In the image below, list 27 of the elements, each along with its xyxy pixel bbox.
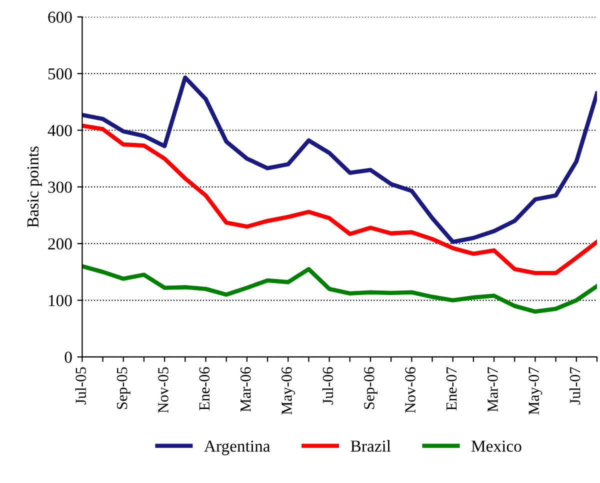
legend-label: Brazil [350, 440, 391, 452]
x-tick-label: Sep-05 [116, 367, 130, 409]
legend-label: Mexico [471, 440, 522, 452]
y-tick-label: 400 [48, 124, 72, 136]
x-tick-label: Mar-06 [240, 367, 251, 412]
x-tick-label: Nov-06 [405, 367, 416, 413]
x-tick-label: Sep-06 [364, 367, 378, 409]
y-axis-title: Basic points [27, 146, 42, 228]
line-series [82, 124, 597, 276]
y-tick-label: 0 [64, 352, 72, 363]
line-series [82, 75, 597, 244]
y-tick-label: 300 [48, 182, 72, 193]
x-tick-label: Mar-07 [488, 367, 498, 412]
legend-label: Argentina [204, 440, 270, 456]
x-tick-label: Jul-06 [322, 367, 334, 405]
x-tick-label: Jul-07 [569, 367, 580, 405]
x-tick-label: Jul-05 [75, 367, 86, 405]
y-tick-label: 500 [48, 68, 72, 80]
x-tick-label: Ene-07 [446, 367, 457, 410]
y-tick-label: 200 [48, 238, 72, 250]
y-tick-label: 100 [48, 294, 72, 306]
y-tick-label: 600 [48, 12, 72, 23]
x-tick-label: May-06 [282, 367, 296, 415]
x-tick-label: Ene-06 [199, 367, 210, 410]
x-tick-label: Nov-05 [158, 367, 168, 413]
line-series [82, 264, 597, 314]
x-tick-label: May-07 [528, 367, 542, 415]
